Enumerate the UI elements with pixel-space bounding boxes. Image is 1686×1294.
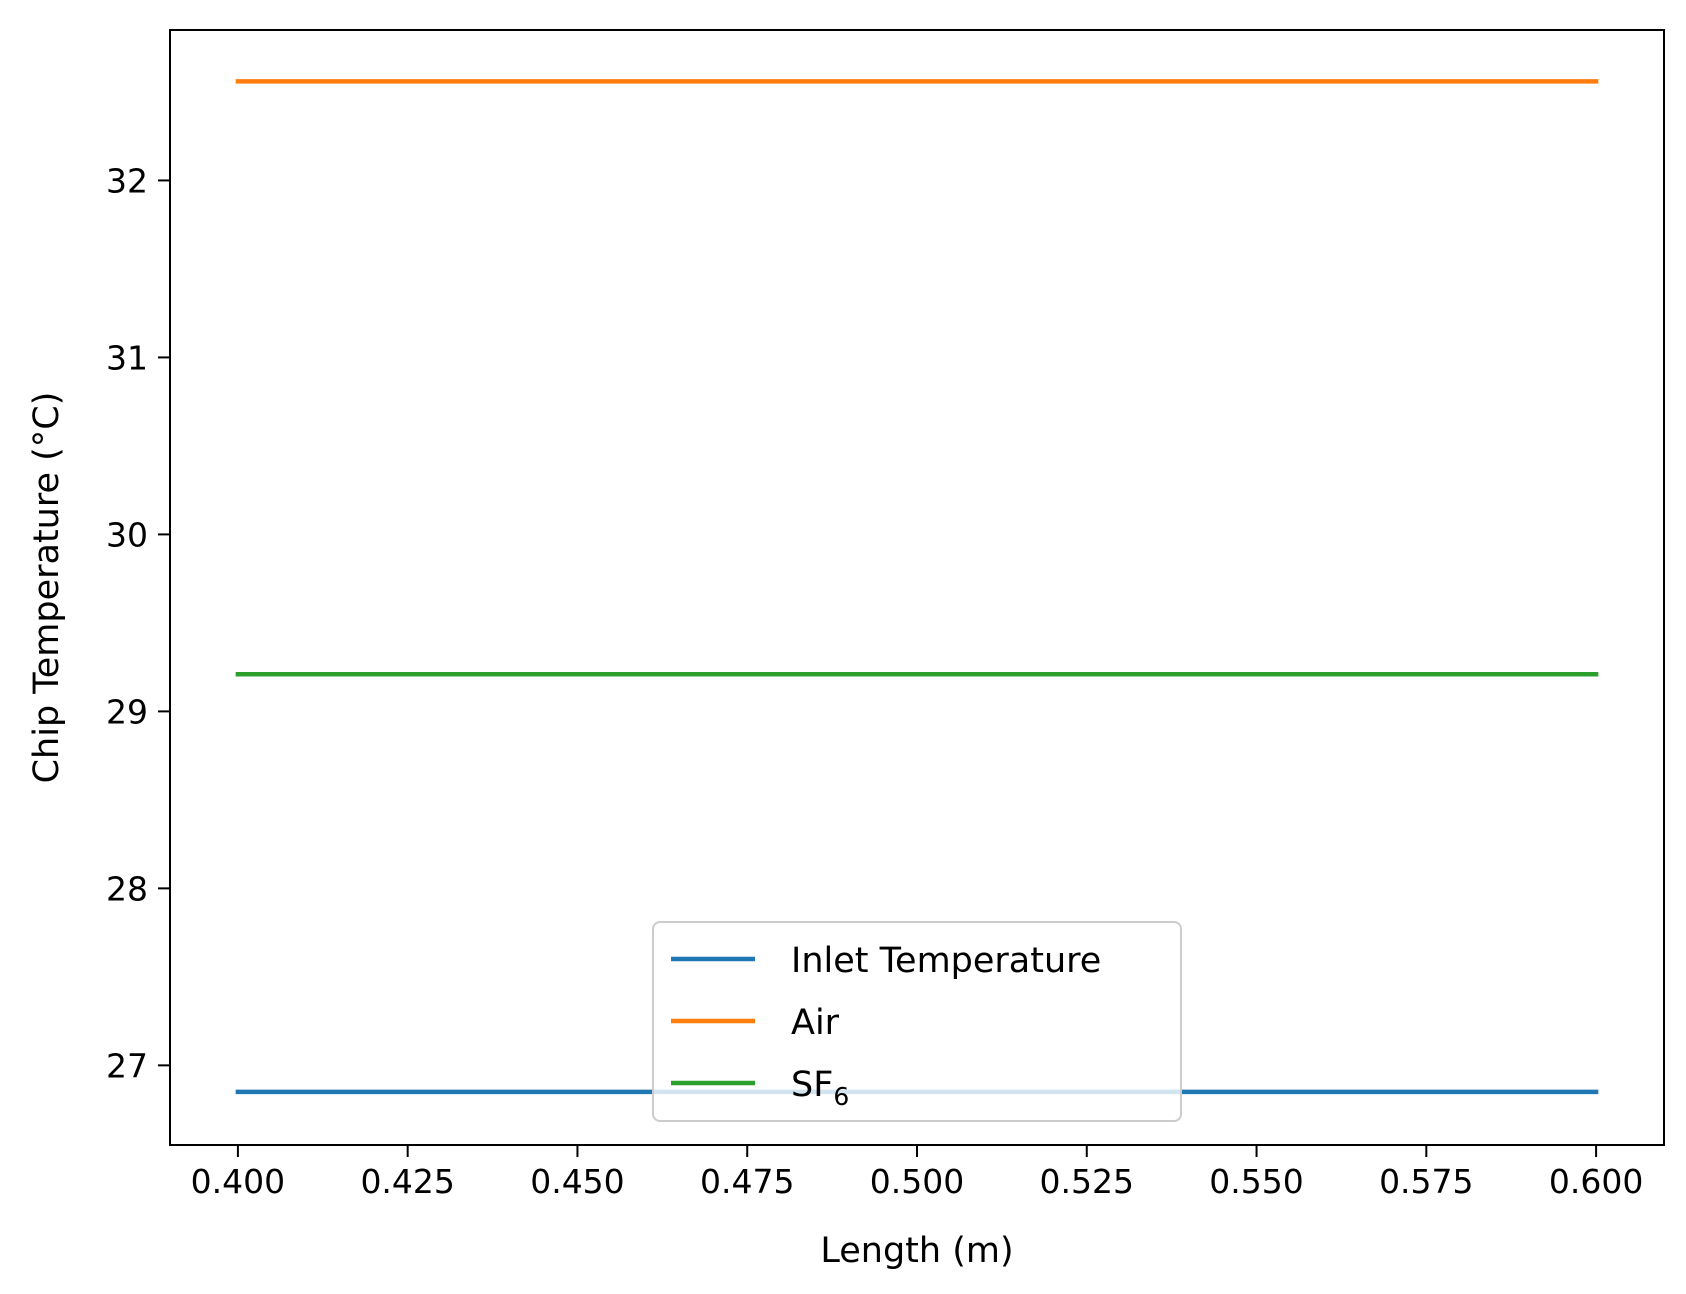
y-axis: 27 28 29 30 31 32	[106, 161, 170, 1085]
y-tick-label: 27	[106, 1046, 148, 1085]
x-tick-label: 0.600	[1549, 1162, 1643, 1201]
y-tick-label: 30	[106, 515, 148, 554]
y-tick-label: 32	[106, 161, 148, 200]
x-tick-label: 0.400	[191, 1162, 285, 1201]
x-axis-label: Length (m)	[820, 1231, 1013, 1271]
x-tick-label: 0.450	[530, 1162, 624, 1201]
legend-label-0: Inlet Temperature	[791, 941, 1101, 981]
legend-label-2: SF6	[791, 1065, 849, 1111]
y-tick-label: 29	[106, 692, 148, 731]
x-tick-label: 0.425	[360, 1162, 454, 1201]
x-tick-label: 0.525	[1040, 1162, 1134, 1201]
x-tick-label: 0.550	[1209, 1162, 1303, 1201]
legend: Inlet Temperature Air SF6	[652, 921, 1182, 1122]
x-tick-label: 0.475	[700, 1162, 794, 1201]
legend-box	[652, 921, 1182, 1122]
x-tick-label: 0.500	[870, 1162, 964, 1201]
x-tick-label: 0.575	[1379, 1162, 1473, 1201]
y-tick-label: 31	[106, 338, 148, 377]
legend-label-1: Air	[791, 1003, 840, 1043]
y-axis-label: Chip Temperature (°C)	[27, 392, 67, 784]
x-axis: 0.400 0.425 0.450 0.475 0.500 0.525 0.550 0.575…	[191, 1145, 1643, 1201]
y-tick-label: 28	[106, 869, 148, 908]
